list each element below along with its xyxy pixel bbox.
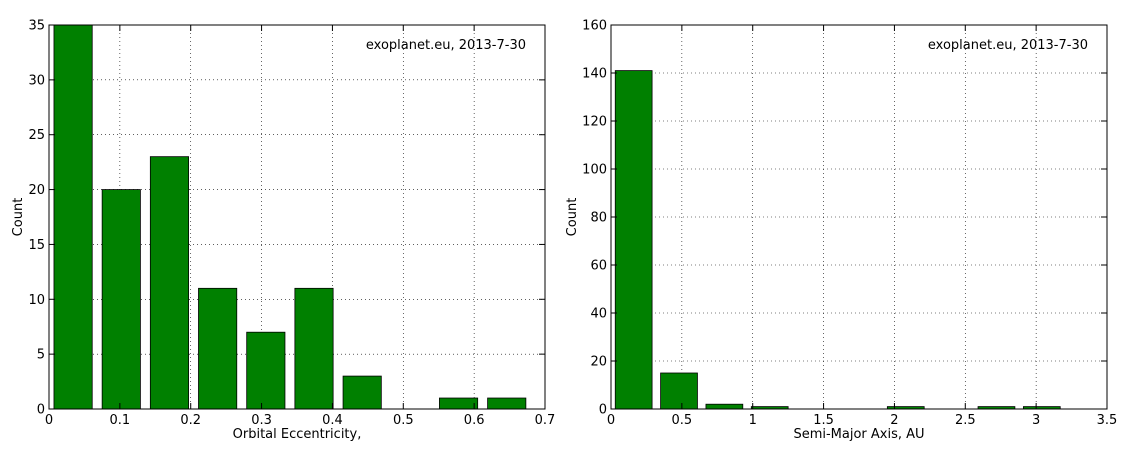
x-tick-label: 1 xyxy=(749,413,757,428)
y-tick-label: 15 xyxy=(28,238,45,253)
y-tick-label: 100 xyxy=(582,163,607,178)
y-tick-label: 120 xyxy=(582,115,607,130)
source-annotation: exoplanet.eu, 2013-7-30 xyxy=(928,38,1088,53)
y-tick-label: 0 xyxy=(37,403,45,418)
y-tick-label: 35 xyxy=(28,19,45,34)
bar-2 xyxy=(101,189,141,410)
bar-9 xyxy=(439,397,479,410)
chart-panel-2: 0 0.5 1 1.5 2 2.5 3 3.5 0 20 40 60 80 100 120 140 160 Sem… xyxy=(565,19,1117,443)
bar-3 xyxy=(149,156,189,410)
chart-panel-1: 0 0.1 0.2 0.3 0.4 0.5 0.6 0.7 0 5 10 15 20 25 30 35 Orbi… xyxy=(11,19,555,443)
y-tick-label: 10 xyxy=(28,293,45,308)
x-tick-label: 0.3 xyxy=(251,413,272,428)
y-tick-label: 0 xyxy=(599,403,607,418)
y-tick-label: 140 xyxy=(582,67,607,82)
bar-5 xyxy=(246,331,286,410)
x-tick-label: 0.1 xyxy=(110,413,131,428)
x-axis-label: Semi-Major Axis, AU xyxy=(793,427,924,442)
x-tick-label: 3 xyxy=(1032,413,1040,428)
x-tick-label: 1.5 xyxy=(813,413,834,428)
x-tick-label: 0 xyxy=(607,413,615,428)
x-tick-label: 0.4 xyxy=(322,413,343,428)
y-tick-label: 80 xyxy=(590,211,607,226)
bar-1 xyxy=(614,70,653,410)
bar-7 xyxy=(342,375,382,410)
x-tick-label: 0.5 xyxy=(393,413,414,428)
y-tick-label: 5 xyxy=(37,348,45,363)
y-tick-label: 30 xyxy=(28,73,45,88)
x-tick-label: 0 xyxy=(45,413,53,428)
y-tick-label: 25 xyxy=(28,128,45,143)
y-axis-label: Count xyxy=(11,198,26,237)
y-tick-label: 60 xyxy=(590,259,607,274)
y-tick-label: 20 xyxy=(28,183,45,198)
bar-6 xyxy=(294,287,334,410)
plot-frame xyxy=(48,24,546,410)
x-tick-label: 3.5 xyxy=(1097,413,1118,428)
bar-3 xyxy=(705,403,744,410)
source-annotation: exoplanet.eu, 2013-7-30 xyxy=(366,38,526,53)
x-tick-label: 0.7 xyxy=(535,413,556,428)
x-axis-label: Orbital Eccentricity, xyxy=(233,427,362,442)
y-tick-label: 20 xyxy=(590,355,607,370)
x-tick-label: 0.6 xyxy=(464,413,485,428)
y-tick-label: 160 xyxy=(582,19,607,34)
x-tick-label: 0.2 xyxy=(180,413,201,428)
bar-10 xyxy=(487,397,527,410)
y-axis-label: Count xyxy=(565,198,580,237)
bar-1 xyxy=(53,24,93,410)
x-tick-label: 2 xyxy=(890,413,898,428)
y-tick-label: 40 xyxy=(590,307,607,322)
x-tick-label: 2.5 xyxy=(955,413,976,428)
bar-4 xyxy=(198,287,238,410)
bar-2 xyxy=(660,372,698,410)
x-tick-label: 0.5 xyxy=(672,413,693,428)
